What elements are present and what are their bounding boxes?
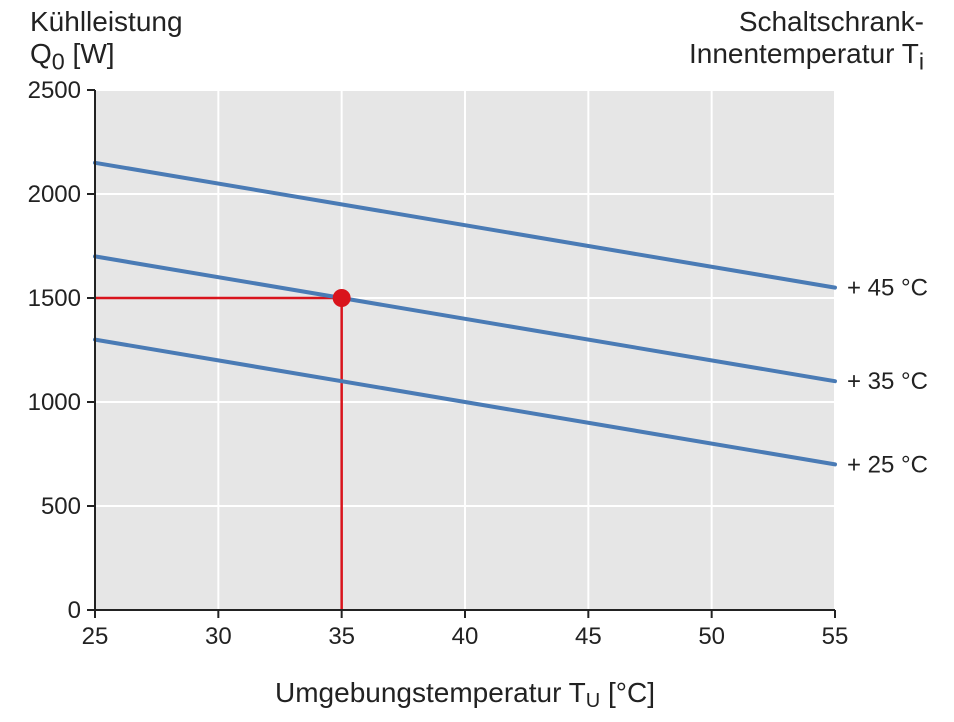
series-legend-title-line1: Schaltschrank- <box>689 6 924 38</box>
indicator-marker <box>333 289 351 307</box>
x-tick-label: 45 <box>575 623 602 650</box>
y-tick-label: 2000 <box>28 181 81 208</box>
y-tick-label: 500 <box>41 493 81 520</box>
series-label: + 35 °C <box>847 368 928 395</box>
y-axis-title-line2: Q0 [W] <box>30 38 183 75</box>
series-legend-title-line2: Innentemperatur Ti <box>689 38 924 75</box>
series-label: + 25 °C <box>847 451 928 478</box>
y-tick-label: 2500 <box>28 77 81 104</box>
series-legend-title: Schaltschrank- Innentemperatur Ti <box>689 6 924 76</box>
y-tick-label: 1000 <box>28 389 81 416</box>
series-label: + 45 °C <box>847 275 928 302</box>
y-tick-label: 1500 <box>28 285 81 312</box>
y-axis-title-line1: Kühlleistung <box>30 6 183 38</box>
x-tick-label: 50 <box>698 623 725 650</box>
x-tick-label: 30 <box>205 623 232 650</box>
x-tick-label: 40 <box>452 623 479 650</box>
cooling-performance-chart: Kühlleistung Q0 [W] Schaltschrank- Innen… <box>0 0 954 722</box>
y-axis-title: Kühlleistung Q0 [W] <box>30 6 183 76</box>
x-tick-label: 25 <box>82 623 109 650</box>
x-tick-label: 55 <box>822 623 849 650</box>
chart-svg: + 25 °C + 35 °C + 45 °C 25 30 35 40 45 50 55 0 500 1… <box>0 0 954 722</box>
y-tick-label: 0 <box>68 597 81 624</box>
x-tick-label: 35 <box>328 623 355 650</box>
